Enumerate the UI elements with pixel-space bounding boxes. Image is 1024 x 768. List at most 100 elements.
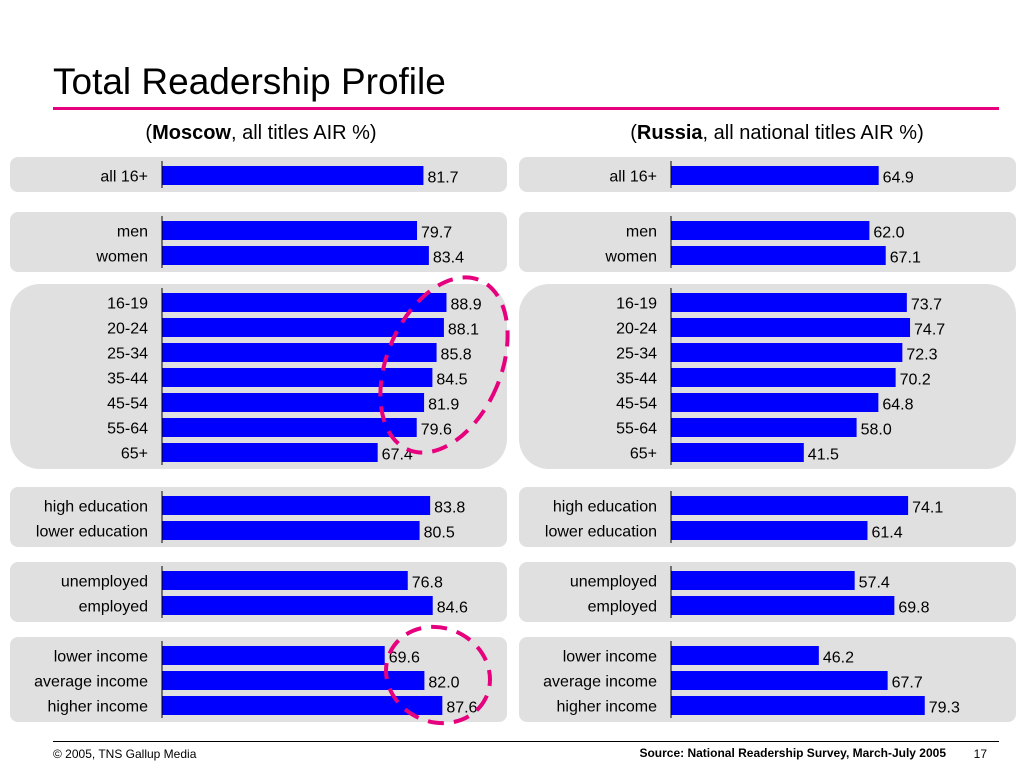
moscow-bar-average-income	[162, 671, 425, 690]
russia-bar-20-24	[671, 318, 911, 337]
russia-category-label-higher-income: higher income	[557, 699, 658, 716]
russia-value-label-high-education: 74.1	[912, 500, 943, 517]
moscow-bar-employed	[162, 596, 433, 615]
russia-category-label-lower-income: lower income	[563, 649, 657, 666]
moscow-category-label-lower-income: lower income	[54, 649, 148, 666]
russia-value-label-higher-income: 79.3	[929, 700, 960, 717]
russia-category-label-65: 65+	[630, 446, 657, 463]
russia-bar-employed	[671, 596, 895, 615]
moscow-chart-subtitle: (Moscow, all titles AIR %)	[145, 122, 377, 144]
moscow-category-label-unemployed: unemployed	[61, 574, 148, 591]
russia-subtitle-rest: , all national titles AIR %)	[702, 122, 924, 144]
russia-bar-all-16	[671, 166, 879, 185]
moscow-value-label-men: 79.7	[421, 225, 452, 242]
russia-category-label-lower-education: lower education	[545, 524, 657, 541]
moscow-value-label-unemployed: 76.8	[412, 575, 443, 592]
moscow-bar-35-44	[162, 368, 433, 387]
moscow-bar-high-education	[162, 496, 431, 515]
russia-bar-16-19	[671, 293, 907, 312]
moscow-value-label-35-44: 84.5	[436, 372, 467, 389]
russia-bar-unemployed	[671, 571, 855, 590]
moscow-value-label-women: 83.4	[433, 250, 464, 267]
moscow-category-label-all-16: all 16+	[100, 169, 148, 186]
moscow-category-label-employed: employed	[79, 599, 148, 616]
moscow-category-label-men: men	[117, 224, 148, 241]
russia-category-label-45-54: 45-54	[616, 396, 657, 413]
russia-bar-higher-income	[671, 696, 925, 715]
moscow-value-label-high-education: 83.8	[434, 500, 465, 517]
russia-category-label-35-44: 35-44	[616, 371, 657, 388]
moscow-bar-45-54	[162, 393, 425, 412]
moscow-value-label-45-54: 81.9	[428, 397, 459, 414]
moscow-category-label-55-64: 55-64	[107, 421, 148, 438]
russia-value-label-average-income: 67.7	[892, 675, 923, 692]
russia-value-label-women: 67.1	[890, 250, 921, 267]
moscow-value-label-25-34: 85.8	[441, 347, 472, 364]
russia-category-label-20-24: 20-24	[616, 321, 657, 338]
russia-panel-group-1	[519, 212, 1016, 272]
moscow-value-label-16-19: 88.9	[450, 297, 481, 314]
russia-value-label-65: 41.5	[808, 447, 839, 464]
moscow-value-label-employed: 84.6	[437, 600, 468, 617]
russia-value-label-25-34: 72.3	[906, 347, 937, 364]
russia-value-label-lower-income: 46.2	[823, 650, 854, 667]
moscow-category-label-25-34: 25-34	[107, 346, 148, 363]
moscow-bar-25-34	[162, 343, 437, 362]
income-highlight-ellipse	[384, 624, 492, 726]
russia-chart-subtitle: (Russia, all national titles AIR %)	[630, 122, 924, 144]
moscow-category-label-45-54: 45-54	[107, 396, 148, 413]
moscow-bar-women	[162, 246, 429, 265]
moscow-category-label-lower-education: lower education	[36, 524, 148, 541]
page-title: Total Readership Profile	[53, 61, 446, 102]
moscow-value-label-lower-income: 69.6	[389, 650, 420, 667]
moscow-bar-16-19	[162, 293, 447, 312]
moscow-value-label-20-24: 88.1	[448, 322, 479, 339]
russia-value-label-lower-education: 61.4	[871, 525, 902, 542]
moscow-category-label-women: women	[95, 249, 148, 266]
moscow-bar-men	[162, 221, 418, 240]
russia-value-label-men: 62.0	[873, 225, 904, 242]
russia-bar-lower-education	[671, 521, 868, 540]
russia-bar-men	[671, 221, 870, 240]
moscow-category-label-65: 65+	[121, 446, 148, 463]
source-note: Source: National Readership Survey, Marc…	[639, 746, 946, 760]
moscow-value-label-65: 67.4	[382, 447, 413, 464]
russia-category-label-55-64: 55-64	[616, 421, 657, 438]
russia-category-label-women: women	[604, 249, 657, 266]
russia-category-label-25-34: 25-34	[616, 346, 657, 363]
russia-value-label-55-64: 58.0	[861, 422, 892, 439]
russia-subtitle-bold: Russia	[636, 122, 703, 144]
russia-value-label-employed: 69.8	[898, 600, 929, 617]
moscow-category-label-high-education: high education	[44, 499, 148, 516]
russia-bar-35-44	[671, 368, 896, 387]
moscow-bar-unemployed	[162, 571, 408, 590]
moscow-bar-lower-income	[162, 646, 385, 665]
russia-bar-65	[671, 443, 804, 462]
russia-bar-women	[671, 246, 886, 265]
russia-value-label-20-24: 74.7	[914, 322, 945, 339]
copyright-text: © 2005, TNS Gallup Media	[53, 747, 197, 761]
moscow-category-label-20-24: 20-24	[107, 321, 148, 338]
moscow-subtitle-rest: , all titles AIR %)	[230, 122, 377, 144]
moscow-value-label-all-16: 81.7	[427, 170, 458, 187]
russia-category-label-unemployed: unemployed	[570, 574, 657, 591]
russia-value-label-35-44: 70.2	[900, 372, 931, 389]
page-number: 17	[973, 747, 987, 761]
moscow-value-label-lower-education: 80.5	[424, 525, 455, 542]
moscow-subtitle-bold: Moscow	[152, 122, 231, 144]
russia-category-label-high-education: high education	[553, 499, 657, 516]
moscow-value-label-55-64: 79.6	[421, 422, 452, 439]
russia-category-label-all-16: all 16+	[609, 169, 657, 186]
russia-bar-high-education	[671, 496, 909, 515]
russia-value-label-16-19: 73.7	[911, 297, 942, 314]
moscow-bar-65	[162, 443, 378, 462]
moscow-value-label-higher-income: 87.6	[446, 700, 477, 717]
age-highlight-ellipse	[378, 275, 510, 455]
moscow-bar-lower-education	[162, 521, 420, 540]
russia-bar-lower-income	[671, 646, 819, 665]
moscow-category-label-35-44: 35-44	[107, 371, 148, 388]
russia-category-label-employed: employed	[588, 599, 657, 616]
russia-category-label-average-income: average income	[543, 674, 657, 691]
title-underline	[53, 107, 999, 110]
